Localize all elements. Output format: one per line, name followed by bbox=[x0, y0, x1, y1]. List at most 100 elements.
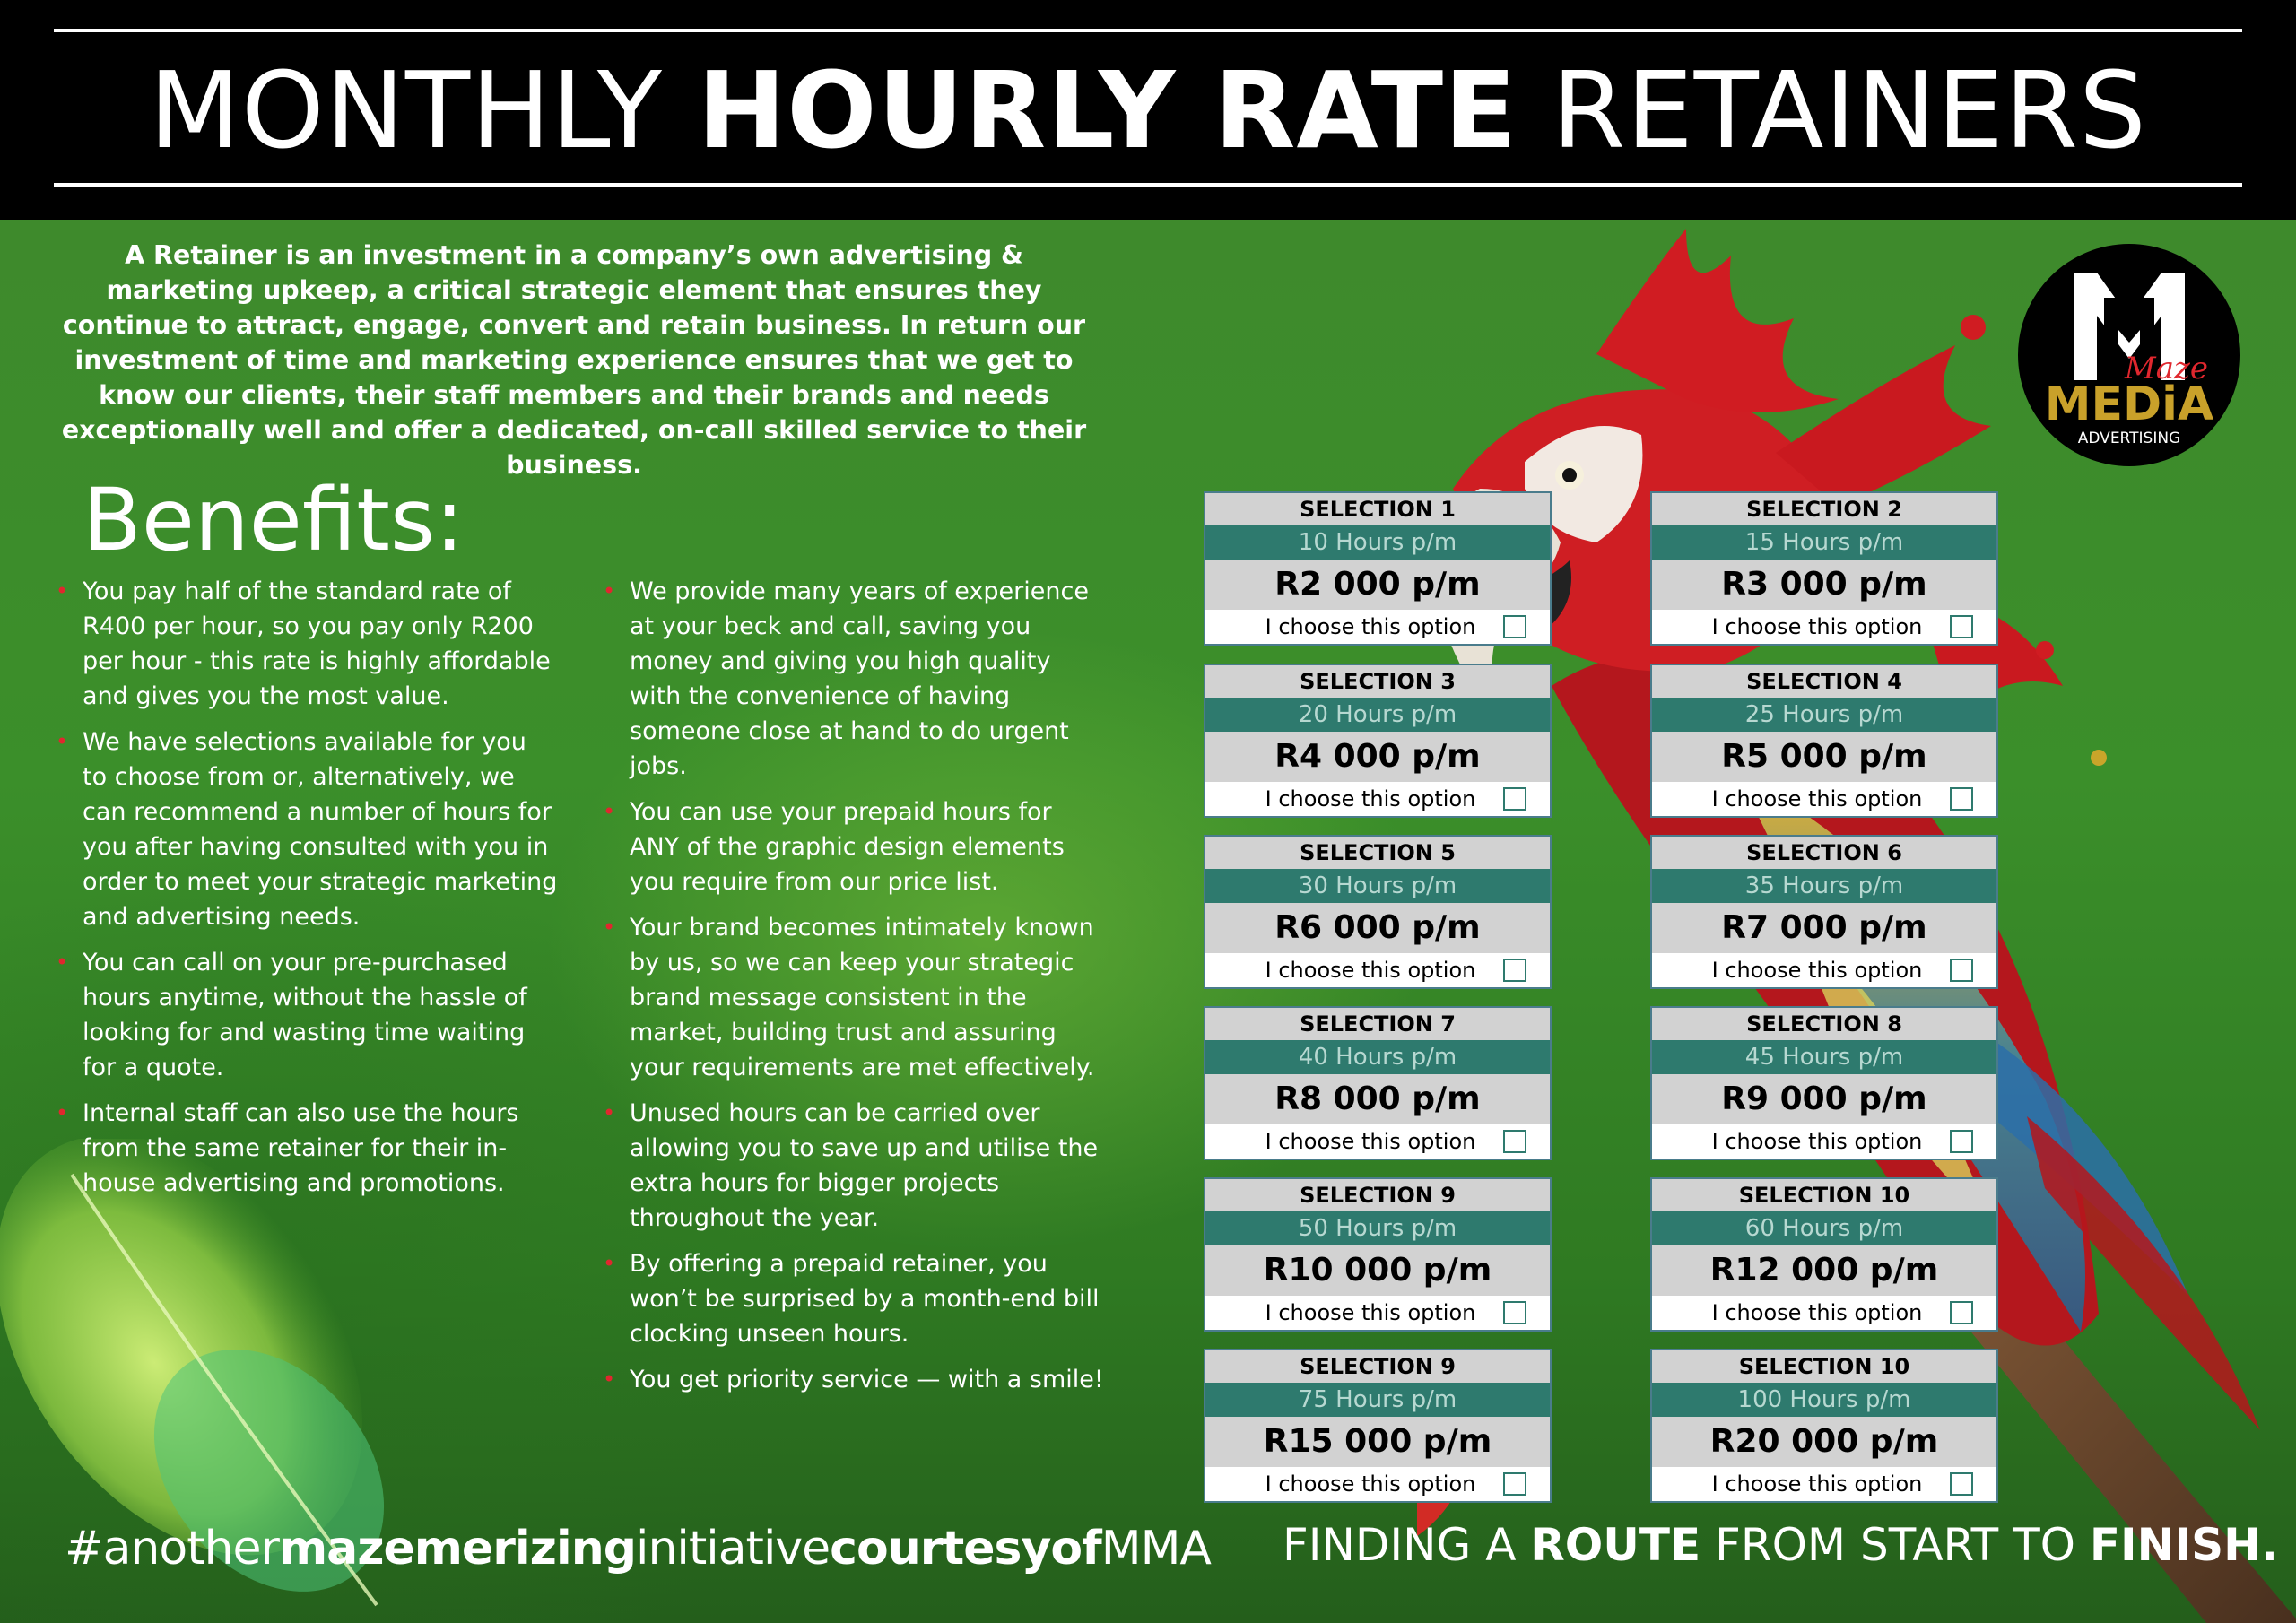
title-monthly: MONTHLY bbox=[149, 48, 698, 172]
benefit-item: Unused hours can be carried over allowin… bbox=[603, 1096, 1105, 1236]
selection-card: SELECTION 5 30 Hours p/m R6 000 p/m I ch… bbox=[1204, 835, 1552, 989]
selection-title: SELECTION 2 bbox=[1652, 493, 1996, 525]
option-checkbox[interactable] bbox=[1950, 959, 1973, 982]
choose-option-row[interactable]: I choose this option bbox=[1652, 782, 1996, 816]
hashtag-part-bold: courtesyof bbox=[830, 1522, 1102, 1575]
logo-mark: Maze MEDiA ADVERTISING bbox=[2045, 273, 2214, 447]
option-checkbox[interactable] bbox=[1503, 959, 1526, 982]
choose-option-row[interactable]: I choose this option bbox=[1205, 610, 1550, 644]
choose-option-row[interactable]: I choose this option bbox=[1205, 782, 1550, 816]
selection-hours: 10 Hours p/m bbox=[1205, 525, 1550, 560]
choose-option-label: I choose this option bbox=[1711, 1471, 1923, 1497]
selection-card: SELECTION 6 35 Hours p/m R7 000 p/m I ch… bbox=[1650, 835, 1998, 989]
selection-price: R10 000 p/m bbox=[1205, 1245, 1550, 1296]
selection-hours: 30 Hours p/m bbox=[1205, 869, 1550, 903]
selection-price: R6 000 p/m bbox=[1205, 903, 1550, 953]
page-title: MONTHLY HOURLY RATE RETAINERS bbox=[0, 43, 2296, 178]
option-checkbox[interactable] bbox=[1503, 1472, 1526, 1496]
selection-hours: 35 Hours p/m bbox=[1652, 869, 1996, 903]
selection-card: SELECTION 1 10 Hours p/m R2 000 p/m I ch… bbox=[1204, 491, 1552, 646]
logo-word-text: MEDiA bbox=[2045, 378, 2214, 431]
benefit-item: You get priority service — with a smile! bbox=[603, 1362, 1105, 1397]
selection-price: R12 000 p/m bbox=[1652, 1245, 1996, 1296]
hashtag-footer: #anothermazemerizinginitiativecourtesyof… bbox=[65, 1517, 1212, 1580]
selection-card: SELECTION 4 25 Hours p/m R5 000 p/m I ch… bbox=[1650, 664, 1998, 818]
benefit-item: Internal staff can also use the hours fr… bbox=[56, 1096, 558, 1201]
benefit-item: We have selections available for you to … bbox=[56, 725, 558, 934]
selection-hours: 40 Hours p/m bbox=[1205, 1040, 1550, 1074]
option-checkbox[interactable] bbox=[1950, 1472, 1973, 1496]
hashtag-part: MMA bbox=[1100, 1522, 1212, 1575]
choose-option-label: I choose this option bbox=[1265, 614, 1476, 639]
selection-card: SELECTION 9 75 Hours p/m R15 000 p/m I c… bbox=[1204, 1349, 1552, 1503]
option-checkbox[interactable] bbox=[1503, 615, 1526, 638]
title-hourly-rate: HOURLY RATE bbox=[697, 48, 1518, 172]
title-retainers: RETAINERS bbox=[1517, 48, 2147, 172]
option-checkbox[interactable] bbox=[1950, 1301, 1973, 1324]
choose-option-row[interactable]: I choose this option bbox=[1652, 1467, 1996, 1501]
hashtag-part: initiative bbox=[636, 1522, 831, 1575]
selection-hours: 75 Hours p/m bbox=[1205, 1383, 1550, 1417]
option-checkbox[interactable] bbox=[1503, 1130, 1526, 1153]
choose-option-label: I choose this option bbox=[1711, 614, 1923, 639]
tagline-part-bold: FINISH. bbox=[2089, 1519, 2278, 1571]
selection-price: R15 000 p/m bbox=[1205, 1417, 1550, 1467]
choose-option-label: I choose this option bbox=[1711, 1300, 1923, 1325]
choose-option-row[interactable]: I choose this option bbox=[1205, 1467, 1550, 1501]
choose-option-label: I choose this option bbox=[1265, 1129, 1476, 1154]
choose-option-row[interactable]: I choose this option bbox=[1205, 1296, 1550, 1330]
option-checkbox[interactable] bbox=[1503, 1301, 1526, 1324]
selection-title: SELECTION 4 bbox=[1652, 665, 1996, 698]
header-bar: MONTHLY HOURLY RATE RETAINERS bbox=[0, 0, 2296, 220]
intro-paragraph: A Retainer is an investment in a company… bbox=[61, 240, 1087, 480]
feather-illustration bbox=[0, 1139, 385, 1607]
selection-price: R9 000 p/m bbox=[1652, 1074, 1996, 1124]
option-checkbox[interactable] bbox=[1503, 787, 1526, 811]
selection-price: R3 000 p/m bbox=[1652, 560, 1996, 610]
hashtag-part-bold: mazemerizing bbox=[278, 1522, 637, 1575]
selection-price: R8 000 p/m bbox=[1205, 1074, 1550, 1124]
choose-option-label: I choose this option bbox=[1711, 1129, 1923, 1154]
benefit-item: By offering a prepaid retainer, you won’… bbox=[603, 1246, 1105, 1351]
selection-hours: 15 Hours p/m bbox=[1652, 525, 1996, 560]
header-bottom-rule bbox=[54, 183, 2242, 187]
selection-hours: 100 Hours p/m bbox=[1652, 1383, 1996, 1417]
choose-option-row[interactable]: I choose this option bbox=[1652, 953, 1996, 987]
option-checkbox[interactable] bbox=[1950, 787, 1973, 811]
benefit-item: We provide many years of experience at y… bbox=[603, 574, 1105, 784]
benefit-item: You can use your prepaid hours for ANY o… bbox=[603, 794, 1105, 899]
maze-media-logo: Maze MEDiA ADVERTISING bbox=[2018, 244, 2240, 466]
selection-price: R7 000 p/m bbox=[1652, 903, 1996, 953]
selection-card: SELECTION 7 40 Hours p/m R8 000 p/m I ch… bbox=[1204, 1006, 1552, 1160]
hashtag-part: #another bbox=[65, 1522, 280, 1575]
selection-title: SELECTION 7 bbox=[1205, 1008, 1550, 1040]
selection-title: SELECTION 1 bbox=[1205, 493, 1550, 525]
choose-option-row[interactable]: I choose this option bbox=[1205, 953, 1550, 987]
selection-card: SELECTION 9 50 Hours p/m R10 000 p/m I c… bbox=[1204, 1177, 1552, 1332]
logo-sub-text: ADVERTISING bbox=[2078, 430, 2180, 447]
choose-option-row[interactable]: I choose this option bbox=[1652, 1296, 1996, 1330]
tagline-part: FROM START TO bbox=[1700, 1519, 2090, 1571]
selection-card: SELECTION 10 60 Hours p/m R12 000 p/m I … bbox=[1650, 1177, 1998, 1332]
choose-option-label: I choose this option bbox=[1265, 958, 1476, 983]
selection-hours: 20 Hours p/m bbox=[1205, 698, 1550, 732]
selection-title: SELECTION 5 bbox=[1205, 837, 1550, 869]
selection-title: SELECTION 9 bbox=[1205, 1179, 1550, 1211]
choose-option-row[interactable]: I choose this option bbox=[1205, 1124, 1550, 1159]
selection-title: SELECTION 6 bbox=[1652, 837, 1996, 869]
selection-price: R2 000 p/m bbox=[1205, 560, 1550, 610]
header-top-rule bbox=[54, 29, 2242, 32]
selection-hours: 45 Hours p/m bbox=[1652, 1040, 1996, 1074]
selection-price: R5 000 p/m bbox=[1652, 732, 1996, 782]
choose-option-row[interactable]: I choose this option bbox=[1652, 1124, 1996, 1159]
selection-price: R4 000 p/m bbox=[1205, 732, 1550, 782]
benefit-item: You pay half of the standard rate of R40… bbox=[56, 574, 558, 714]
choose-option-row[interactable]: I choose this option bbox=[1652, 610, 1996, 644]
benefit-item: Your brand becomes intimately known by u… bbox=[603, 910, 1105, 1085]
option-checkbox[interactable] bbox=[1950, 615, 1973, 638]
selection-title: SELECTION 9 bbox=[1205, 1350, 1550, 1383]
selection-card: SELECTION 8 45 Hours p/m R9 000 p/m I ch… bbox=[1650, 1006, 1998, 1160]
selection-card: SELECTION 10 100 Hours p/m R20 000 p/m I… bbox=[1650, 1349, 1998, 1503]
option-checkbox[interactable] bbox=[1950, 1130, 1973, 1153]
